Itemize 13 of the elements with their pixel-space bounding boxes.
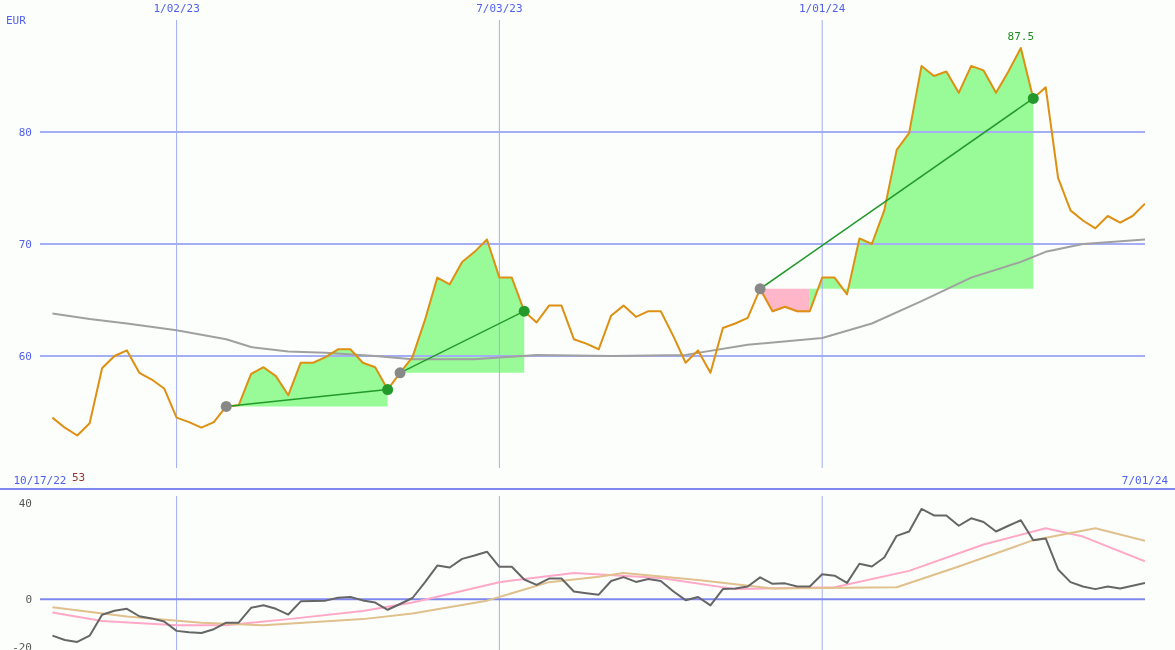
y-tick-label: 0 (25, 593, 32, 607)
y-tick-label: 80 (18, 125, 32, 139)
x2-tick-label: 7/03/23 (476, 2, 523, 15)
text: 53 (72, 471, 86, 484)
x-tick-label: 10/17/22 (13, 473, 67, 487)
x2-tick-label: 1/01/24 (799, 2, 846, 15)
y-tick-label: 60 (18, 349, 32, 363)
annotation: 87.5 (1007, 30, 1035, 43)
y-axis-title: EUR (6, 14, 26, 27)
x-tick-label: 7/01/24 (1121, 473, 1169, 487)
x2-tick-label: 1/02/23 (153, 2, 200, 15)
y-tick-label: 70 (18, 237, 32, 251)
y-tick-label: 40 (18, 497, 32, 511)
